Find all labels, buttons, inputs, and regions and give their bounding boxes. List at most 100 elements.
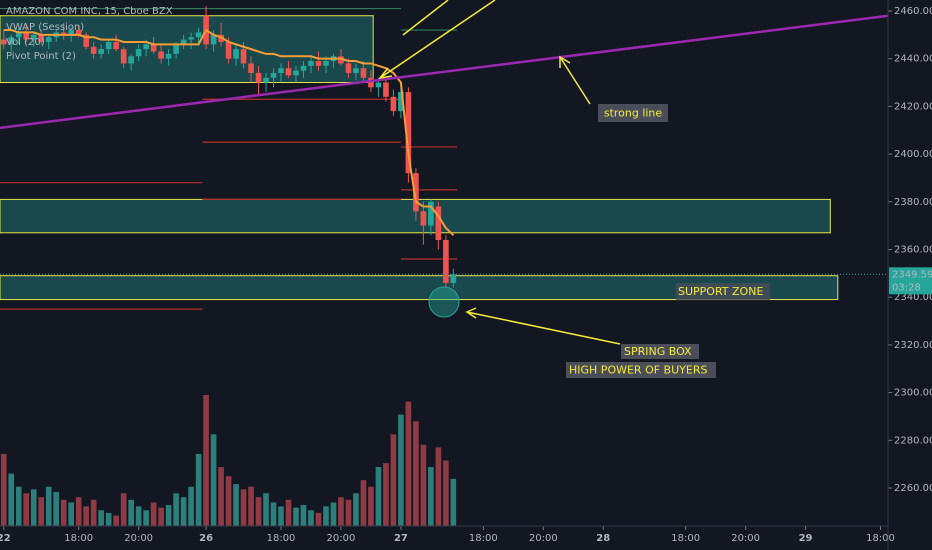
volume-bar <box>8 473 15 526</box>
volume-bar <box>428 467 434 526</box>
volume-bar <box>420 444 427 526</box>
candle-body <box>345 63 352 73</box>
volume-bar <box>15 486 22 526</box>
candle-body <box>278 68 284 73</box>
candle-body <box>368 77 374 88</box>
candle-body <box>90 46 97 54</box>
volume-bar <box>240 489 247 526</box>
candle-body <box>45 37 52 42</box>
x-tick-label: 18:00 <box>469 533 498 544</box>
volume-bar <box>248 486 254 526</box>
x-tick-label: 27 <box>394 533 408 544</box>
candle-body <box>435 206 442 240</box>
candle-body <box>450 274 457 283</box>
volume-bar <box>60 499 67 526</box>
candle-body <box>420 211 427 226</box>
candle-body <box>23 32 30 40</box>
volume-bar <box>450 478 457 526</box>
volume-bar <box>173 493 179 526</box>
countdown-label: 03:28 <box>892 282 921 293</box>
volume-bar <box>225 476 232 526</box>
candle-body <box>180 39 187 45</box>
candle-body <box>293 70 299 76</box>
volume-bar <box>285 499 292 526</box>
volume-bar <box>383 463 389 526</box>
y-tick-label: 2360.00 <box>894 244 932 255</box>
candle-body <box>210 34 217 45</box>
x-tick-label: 20:00 <box>327 533 356 544</box>
candle-body <box>248 63 254 73</box>
volume-bar <box>30 489 37 526</box>
annotation-box <box>566 362 716 378</box>
annotation: strong line <box>604 107 663 120</box>
y-tick-label: 2400.00 <box>894 149 932 160</box>
annotation: HIGH POWER OF BUYERS <box>569 364 707 377</box>
volume-bar <box>270 502 277 526</box>
volume-bar <box>113 515 119 526</box>
volume-bar <box>398 414 404 526</box>
candle-body <box>360 68 367 78</box>
volume-bar <box>360 480 367 526</box>
candle-body <box>143 44 149 50</box>
volume-bar <box>195 453 202 526</box>
y-tick-label: 2300.00 <box>894 388 932 399</box>
candle-body <box>83 34 89 47</box>
candle-body <box>270 72 277 78</box>
y-tick-label: 2460.00 <box>894 6 932 17</box>
candle-body <box>383 82 389 97</box>
volume-bar <box>45 486 52 526</box>
candle-body <box>413 173 419 212</box>
annotation-box <box>621 344 699 359</box>
volume-bar <box>330 502 337 526</box>
candle-body <box>240 49 247 64</box>
x-tick-label: 18:00 <box>267 533 296 544</box>
last-price-box <box>889 267 932 295</box>
volume-bar <box>38 497 45 526</box>
candle-body <box>315 61 322 66</box>
volume-bar <box>375 467 382 526</box>
candle-body <box>75 30 82 35</box>
volume-bar <box>188 486 194 526</box>
volume-bar <box>263 493 269 526</box>
candle-body <box>128 56 134 64</box>
zone <box>0 275 839 301</box>
volume-bar <box>210 434 217 526</box>
candle-body <box>255 72 262 83</box>
volume-bar <box>203 395 209 526</box>
volume-bar <box>315 512 322 526</box>
candle-body <box>135 49 142 57</box>
indicator-label: Vol (20) <box>6 37 45 48</box>
volume-bar <box>435 447 442 526</box>
volume-bar <box>83 506 89 526</box>
candle-body <box>218 34 224 42</box>
volume-bar <box>98 510 104 526</box>
candle-body <box>188 37 194 40</box>
candle-body <box>323 61 329 66</box>
candle-body <box>428 201 434 226</box>
volume-bar <box>165 505 172 526</box>
volume-bar <box>413 421 419 526</box>
volume-bar <box>90 499 97 526</box>
candle-body <box>60 32 67 35</box>
volume-bar <box>143 510 149 526</box>
y-tick-label: 2320.00 <box>894 340 932 351</box>
candle-body <box>98 49 104 54</box>
volume-bar <box>323 506 329 526</box>
volume-bar <box>405 401 412 526</box>
last-price-label: 2349.59 <box>892 269 932 280</box>
volume-bar <box>75 497 82 526</box>
candle-body <box>8 37 15 45</box>
volume-bar <box>300 505 307 526</box>
candle-body <box>30 34 37 40</box>
candle-body <box>113 41 119 50</box>
candle-body <box>443 239 449 283</box>
x-tick-label: 28 <box>596 533 610 544</box>
volume-bar <box>68 502 74 526</box>
candle-body <box>308 61 314 66</box>
candle-body <box>120 49 127 64</box>
volume-bar <box>150 502 157 526</box>
volume-bar <box>0 453 7 526</box>
volume-bar <box>338 497 344 526</box>
